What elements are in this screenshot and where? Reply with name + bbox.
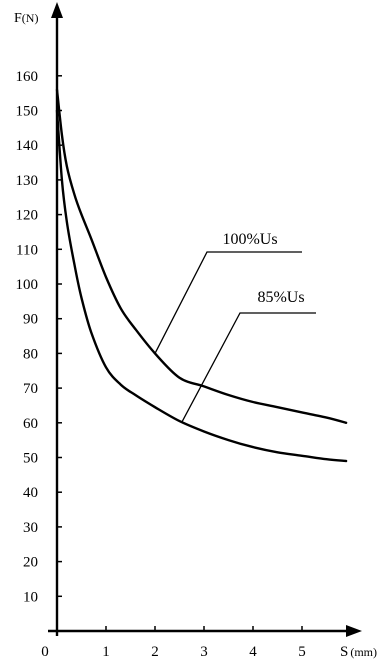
y-tick-label: 100 — [16, 277, 39, 293]
y-tick-label: 160 — [16, 69, 39, 85]
x-ticks: 1 2 3 4 5 — [102, 626, 306, 660]
series-line-85-us — [55, 109, 348, 463]
y-tick-label: 130 — [16, 173, 39, 189]
x-tick-label: 5 — [298, 644, 306, 660]
x-tick-label: 4 — [249, 644, 257, 660]
series-line-100-us — [55, 88, 348, 424]
y-tick-label: 110 — [16, 242, 38, 258]
x-tick-label: 1 — [102, 644, 110, 660]
y-tick-label: 10 — [23, 589, 38, 605]
x-axis-label: S (mm) — [340, 644, 377, 660]
y-tick-label: 30 — [23, 520, 38, 536]
y-tick-label: 40 — [23, 485, 38, 501]
y-tick-label: 50 — [23, 451, 38, 467]
annotations: 100%Us 85%Us — [154, 231, 316, 423]
series-lines — [55, 88, 348, 463]
annotation-label: 100%Us — [222, 231, 277, 248]
y-ticks: 10 20 30 40 50 60 70 80 90 100 110 120 130 140 150 160 — [16, 69, 62, 605]
y-axis-arrow — [51, 2, 63, 18]
x-axis — [48, 625, 362, 637]
annotation-leader — [181, 312, 316, 423]
annotation-label: 85%Us — [257, 289, 304, 306]
x-axis-arrow — [346, 625, 362, 637]
origin-label: 0 — [41, 644, 49, 660]
y-tick-label: 70 — [23, 381, 38, 397]
x-tick-label: 3 — [200, 644, 208, 660]
y-tick-label: 60 — [23, 416, 38, 432]
y-tick-label: 150 — [16, 104, 39, 120]
y-axis-label: F(N) — [14, 11, 38, 26]
annotation-leader — [154, 251, 302, 354]
y-tick-label: 90 — [23, 312, 38, 328]
y-tick-label: 140 — [16, 138, 39, 154]
y-tick-label: 20 — [23, 555, 38, 571]
y-tick-label: 120 — [16, 208, 39, 224]
x-tick-label: 2 — [151, 644, 159, 660]
y-tick-label: 80 — [23, 346, 38, 362]
